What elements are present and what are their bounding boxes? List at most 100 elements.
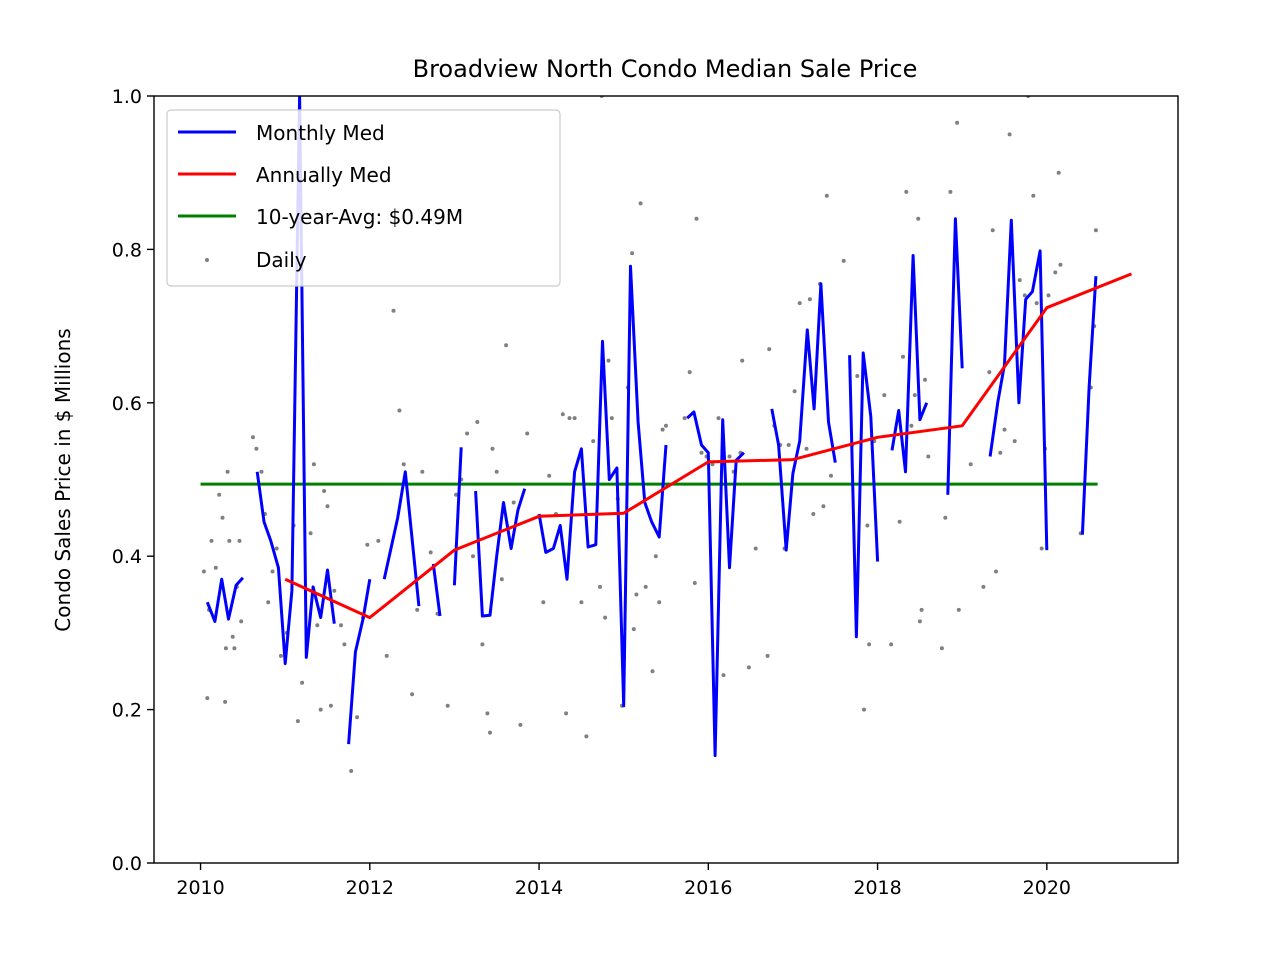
daily-point	[917, 619, 922, 624]
x-tick-label: 2018	[853, 877, 901, 899]
daily-point	[1022, 293, 1027, 298]
daily-point	[829, 473, 833, 478]
daily-point	[445, 703, 450, 708]
daily-point	[259, 469, 264, 474]
daily-point	[1093, 228, 1098, 233]
daily-point	[904, 189, 909, 194]
plot-frame	[153, 95, 1179, 864]
monthly-median-segment	[205, 576, 245, 623]
daily-point	[376, 538, 381, 543]
daily-point	[494, 469, 499, 474]
daily-point	[631, 627, 636, 632]
daily-point	[300, 680, 305, 685]
daily-point	[855, 374, 860, 378]
daily-point	[205, 696, 210, 701]
daily-point	[1007, 132, 1012, 137]
daily-point	[1002, 427, 1007, 432]
monthly-median-segment	[890, 254, 929, 474]
daily-point	[955, 120, 960, 125]
daily-point	[213, 565, 218, 570]
daily-point	[807, 297, 812, 302]
daily-point	[308, 531, 313, 536]
daily-point	[227, 538, 232, 543]
daily-point	[824, 193, 829, 198]
daily-point	[225, 469, 230, 474]
daily-point	[420, 469, 425, 474]
daily-point	[797, 301, 802, 306]
daily-point	[919, 607, 924, 612]
legend-label-avg: 10-year-Avg: $0.49M	[256, 205, 463, 229]
daily-point	[682, 416, 687, 421]
monthly-median-segment	[946, 217, 964, 495]
daily-point	[727, 454, 732, 459]
daily-point	[643, 584, 648, 589]
monthly-median-segment	[474, 488, 527, 618]
daily-point	[315, 623, 320, 628]
monthly-median-segment	[431, 563, 442, 617]
daily-point	[912, 393, 917, 398]
y-axis: 0.0 0.2 0.4 0.6 0.8 1.0	[112, 86, 154, 875]
daily-point	[295, 719, 300, 724]
daily-point	[634, 592, 639, 597]
daily-point	[223, 699, 228, 704]
daily-point	[201, 569, 206, 574]
daily-point	[365, 542, 370, 547]
daily-point	[266, 600, 271, 605]
daily-point	[325, 504, 330, 509]
annual-median-line	[284, 272, 1133, 620]
daily-point	[598, 584, 602, 589]
daily-point	[638, 201, 643, 206]
daily-point	[1017, 278, 1022, 283]
x-tick-label: 2016	[684, 877, 732, 899]
monthly-median-segment	[770, 282, 837, 552]
daily-point	[401, 462, 406, 467]
daily-point	[490, 446, 495, 451]
daily-point	[579, 600, 584, 605]
daily-point	[591, 439, 596, 444]
daily-point	[1039, 546, 1044, 551]
x-axis: 2010 2012 2014 2016 2018 2020	[176, 863, 1071, 899]
daily-point	[567, 416, 572, 421]
daily-point	[230, 634, 235, 639]
daily-point	[821, 504, 826, 509]
daily-point	[804, 446, 809, 451]
daily-point	[841, 258, 846, 263]
daily-point	[1058, 262, 1063, 267]
daily-point	[811, 512, 816, 516]
daily-point	[339, 623, 343, 628]
daily-point	[239, 619, 244, 624]
daily-point	[332, 588, 337, 593]
daily-point	[948, 189, 953, 194]
daily-point	[865, 523, 870, 528]
daily-point	[765, 653, 770, 658]
y-tick-label: 1.0	[112, 86, 142, 108]
monthly-median-segment	[537, 264, 668, 708]
daily-point	[721, 673, 726, 678]
daily-point	[1053, 270, 1058, 275]
daily-point	[217, 492, 222, 497]
daily-point	[415, 607, 420, 612]
daily-point	[397, 408, 402, 413]
daily-point	[740, 358, 745, 363]
daily-point	[1031, 193, 1036, 198]
daily-point	[475, 420, 480, 424]
daily-point	[518, 722, 523, 727]
daily-point	[603, 615, 608, 620]
daily-point	[480, 642, 485, 647]
daily-point	[664, 423, 668, 428]
legend-label-monthly: Monthly Med	[256, 121, 385, 145]
legend-label-daily: Daily	[256, 248, 307, 272]
daily-point	[254, 446, 259, 451]
monthly-median-segment	[347, 578, 372, 745]
daily-point	[630, 251, 635, 256]
daily-point	[792, 389, 797, 394]
daily-point	[410, 692, 415, 697]
y-tick-label: 0.4	[112, 546, 142, 568]
x-tick-label: 2014	[515, 877, 563, 899]
daily-point	[428, 550, 433, 555]
daily-point	[391, 308, 396, 313]
y-tick-label: 0.0	[112, 853, 142, 875]
y-tick-label: 0.6	[112, 393, 142, 415]
daily-point	[499, 577, 504, 582]
